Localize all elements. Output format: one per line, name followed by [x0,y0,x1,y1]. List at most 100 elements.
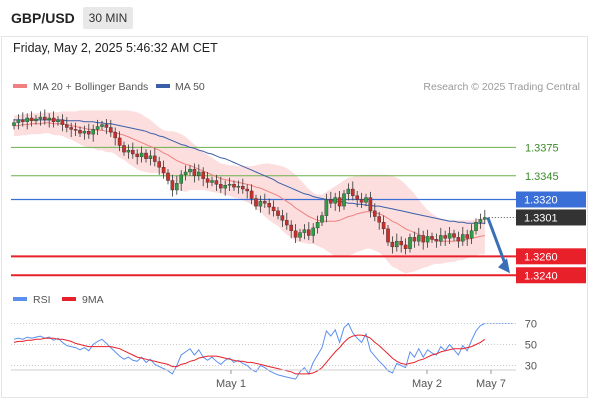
candle-body [408,237,412,249]
legend-label-ma50: MA 50 [175,81,205,93]
candle-body [108,127,113,133]
rsi-legend: RSI 9MA [13,294,104,306]
candle-body [82,131,87,134]
candle-body [425,236,430,243]
candle-body [117,137,122,146]
candle-body [447,233,452,239]
candle-body [161,167,166,174]
legend-swatch-rsi [13,297,27,301]
candle-body [64,124,69,128]
candle-body [276,210,280,216]
x-axis-label: May 1 [216,378,246,390]
rsi-line [13,322,486,380]
candle-body [130,150,135,155]
candle-body [298,232,302,238]
candle-body [34,118,38,122]
candle-body [139,152,144,158]
candle-body [227,184,232,186]
current-price-label: 1.3301 [524,212,558,224]
candle-body [16,119,21,123]
candle-body [43,116,47,121]
forecast-arrow-head [498,258,510,274]
candle-body [267,203,272,208]
forecast-arrow-shaft [486,216,508,267]
candle-body [205,178,210,183]
candle-body [12,122,16,126]
candle-body [192,168,197,176]
candle-body [148,155,153,159]
candle-body [232,184,236,188]
rsi-tick-label: 30 [525,361,537,373]
legend-label-9ma: 9MA [82,294,104,306]
candle-body [390,241,395,248]
candle-body [302,229,307,233]
candle-body [461,234,465,242]
candle-body [223,185,228,189]
candle-body [483,217,487,220]
candle-body [320,215,324,223]
candle-body [126,150,131,153]
candle-body [333,197,338,204]
candle-body [465,234,470,239]
candle-body [25,117,30,122]
candle-body [100,124,104,127]
rsi-panel: 70 50 30 [11,319,537,380]
candle-body [478,219,483,223]
candle-body [377,216,382,223]
candle-body [469,230,474,239]
candle-body [342,193,346,207]
candle-body [364,197,368,203]
candle-body [307,229,311,236]
candle-body [91,129,95,135]
candle-body [474,222,478,231]
candle-body [456,237,461,242]
candle-body [452,233,456,238]
chart-frame [1,36,588,398]
timeframe-badge[interactable]: 30 MIN [83,7,133,29]
candle-body [157,161,162,168]
candle-body [439,235,443,242]
candle-body [47,117,51,121]
candle-body [315,222,320,229]
candle-body [399,240,404,246]
candle-body [122,145,126,153]
legend-swatch-ma50 [156,84,170,88]
candle-body [329,199,333,204]
legend: MA 20 + Bollinger Bands MA 50 [13,81,205,93]
candle-body [280,215,285,221]
candle-body [258,201,263,207]
x-axis: May 1 May 2 May 7 [216,370,506,390]
candle-body [403,244,408,249]
candle-body [417,235,421,242]
candle-body [359,199,364,203]
candle-body [412,237,417,242]
candle-body [201,171,206,179]
candle-body [368,197,373,212]
rsi-tick-label: 70 [525,319,537,331]
candle-body [51,117,56,122]
resistance-label: 1.3345 [525,171,559,183]
candle-body [69,127,73,130]
ma50-line [14,119,485,224]
forecast-arrow-layer [486,216,510,274]
candle-body [285,220,289,226]
x-axis-label: May 7 [476,378,506,390]
support-tag [516,267,586,284]
candle-body [214,180,219,185]
candlestick-layer [12,109,487,255]
support-label: 1.3240 [524,270,558,282]
candle-body [183,171,188,176]
candle-body [355,195,360,200]
candle-body [38,116,43,120]
candle-body [311,227,316,236]
support-label: 1.3260 [524,251,558,263]
candle-body [373,210,377,217]
candle-body [443,235,448,239]
legend-swatch-ma20 [13,84,27,88]
candle-body [434,239,439,242]
price-level-layer [11,146,516,277]
candle-body [346,188,351,194]
candle-body [29,117,34,122]
pivot-tag [516,191,586,208]
